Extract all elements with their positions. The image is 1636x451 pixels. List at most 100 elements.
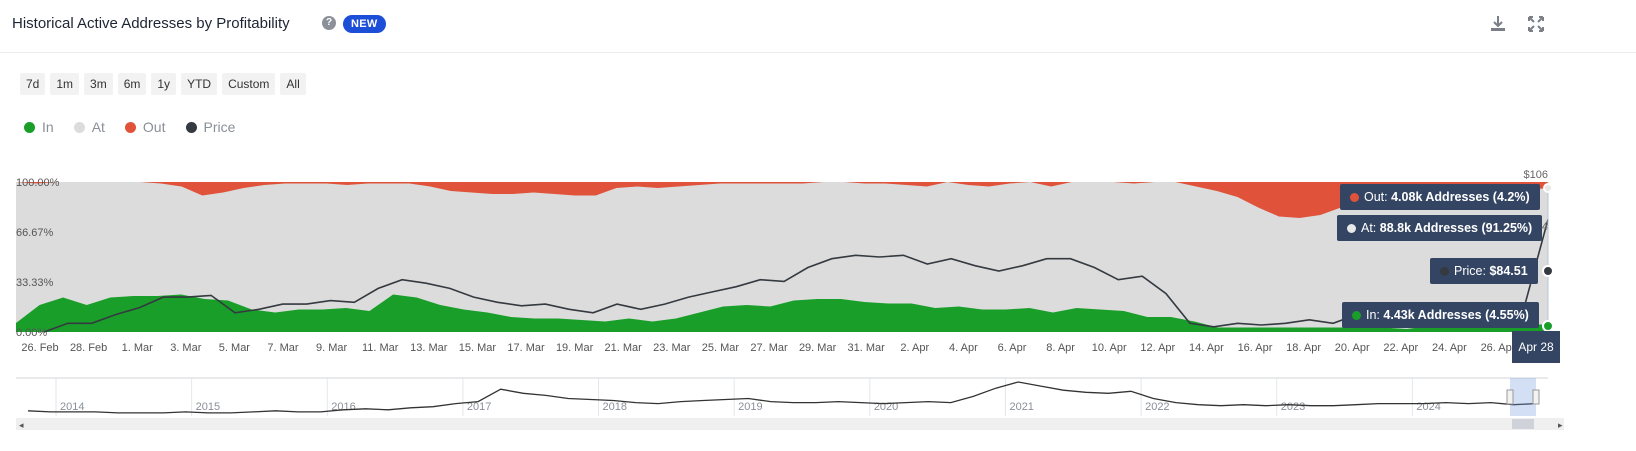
tooltip-in-value: 4.43k Addresses (4.55%) [1383,308,1529,322]
legend-label-price: Price [203,119,236,135]
marker-price [1542,265,1554,277]
navigator-selection[interactable] [1510,378,1536,416]
tooltip-out: Out: 4.08k Addresses (4.2%) [1340,184,1540,210]
legend-item-in[interactable]: In [24,119,54,135]
navigator-price-line [27,381,1537,414]
range-custom-button[interactable]: Custom [222,73,276,95]
tooltip-at-label: At: [1361,221,1377,235]
navigator-year-label: 2023 [1281,401,1305,413]
x-tick-label: 25. Mar [702,342,740,354]
y-tick-label: 33.33% [16,277,54,289]
navigator-handle-left[interactable] [1506,389,1514,405]
x-tick-label: 2. Apr [900,342,929,354]
x-tick-label: 16. Apr [1238,342,1273,354]
scroll-right-arrow-icon[interactable]: ▸ [1558,420,1563,430]
legend-dot-in [24,121,35,133]
x-tick-label: 13. Mar [410,342,448,354]
navigator-year-label: 2021 [1009,401,1033,413]
range-3m-button[interactable]: 3m [84,73,113,95]
tooltip-price-value: $84.51 [1489,264,1528,278]
x-tick-label: 7. Mar [267,342,299,354]
series-price-line [43,219,1549,333]
legend-item-price[interactable]: Price [185,119,236,135]
navigator-year-label: 2017 [467,401,491,413]
new-badge: NEW [343,15,386,33]
x-tick-label: 6. Apr [998,342,1027,354]
series-in-area [16,294,1548,332]
x-tick-label: 10. Apr [1092,342,1127,354]
x-tick-label: 9. Mar [316,342,348,354]
navigator-year-label: 2018 [603,401,627,413]
tooltip-at: At: 88.8k Addresses (91.25%) [1337,215,1543,241]
tooltip-out-value: 4.08k Addresses (4.2%) [1391,190,1530,204]
navigator-handle-right[interactable] [1532,389,1540,405]
tooltip-date: Apr 28 [1512,331,1560,363]
marker-in [1542,320,1554,332]
x-tick-label: 24. Apr [1432,342,1467,354]
legend-item-at[interactable]: At [73,119,105,135]
y-tick-label: 0.00% [16,327,47,339]
x-tick-label: 28. Feb [70,342,107,354]
x-tick-label: 15. Mar [459,342,497,354]
legend-label-in: In [42,119,54,135]
x-tick-label: 5. Mar [219,342,251,354]
x-tick-label: 22. Apr [1383,342,1418,354]
price-axis-label-max: $106 [1524,169,1548,181]
expand-icon[interactable] [1526,14,1546,34]
x-tick-label: 1. Mar [122,342,154,354]
x-tick-label: 19. Mar [556,342,594,354]
tooltip-price-label: Price: [1454,264,1486,278]
x-tick-label: 21. Mar [605,342,643,354]
range-6m-button[interactable]: 6m [117,73,147,95]
x-tick-label: 18. Apr [1286,342,1321,354]
x-tick-label: 31. Mar [848,342,886,354]
tooltip-in-dot [1352,311,1361,320]
x-tick-label: 3. Mar [170,342,202,354]
tooltip-out-dot [1350,193,1359,202]
download-icon[interactable] [1488,14,1508,34]
main-chart: 100.00%66.67%33.33%0.00%$1069426. Feb28.… [16,169,1554,354]
x-tick-label: 26. Apr [1481,342,1516,354]
x-tick-label: 4. Apr [949,342,978,354]
tooltip-in-label: In: [1366,308,1380,322]
navigator-year-label: 2022 [1145,401,1169,413]
x-tick-label: 29. Mar [799,342,837,354]
chart-header: Historical Active Addresses by Profitabi… [0,0,1636,53]
range-1y-button[interactable]: 1y [151,73,177,95]
scrollbar-track[interactable] [16,418,1564,430]
x-tick-label: 23. Mar [653,342,691,354]
x-tick-label: 14. Apr [1189,342,1224,354]
legend-item-out[interactable]: Out [124,119,166,135]
legend-dot-price [185,121,197,133]
x-tick-label: 17. Mar [507,342,545,354]
scrollbar-thumb[interactable] [1512,419,1534,429]
legend-label-at: At [91,119,105,135]
question-circle-icon[interactable]: ? [322,16,336,30]
x-tick-label: 27. Mar [750,342,788,354]
x-tick-label: 11. Mar [362,342,399,354]
navigator-year-label: 2014 [60,401,84,413]
range-7d-button[interactable]: 7d [20,73,46,95]
x-tick-label: 26. Feb [21,342,58,354]
legend-label-out: Out [142,119,166,135]
navigator[interactable]: 2014 2015 2016 2017 2018 2019 2020 2021 2022 2023… [0,376,1636,432]
scroll-left-arrow-icon[interactable]: ◂ [19,420,24,430]
tooltip-in: In: 4.43k Addresses (4.55%) [1342,302,1539,328]
range-selector: 7d 1m 3m 6m 1y YTD Custom All [20,73,306,95]
chart-title: Historical Active Addresses by Profitabi… [12,15,290,32]
y-tick-label: 66.67% [16,227,54,239]
chart-legend: In At Out Price [24,119,235,135]
tooltip-at-dot [1347,224,1356,233]
legend-dot-at [73,121,85,133]
range-1m-button[interactable]: 1m [50,73,80,95]
navigator-year-label: 2019 [738,401,762,413]
legend-dot-out [124,121,136,133]
x-tick-label: 8. Apr [1046,342,1075,354]
tooltip-price: Price: $84.51 [1430,258,1538,284]
range-all-button[interactable]: All [280,73,306,95]
range-ytd-button[interactable]: YTD [181,73,218,95]
x-tick-label: 20. Apr [1335,342,1370,354]
navigator-year-label: 2015 [196,401,220,413]
tooltip-at-value: 88.8k Addresses (91.25%) [1379,221,1533,235]
marker-at [1543,183,1553,193]
